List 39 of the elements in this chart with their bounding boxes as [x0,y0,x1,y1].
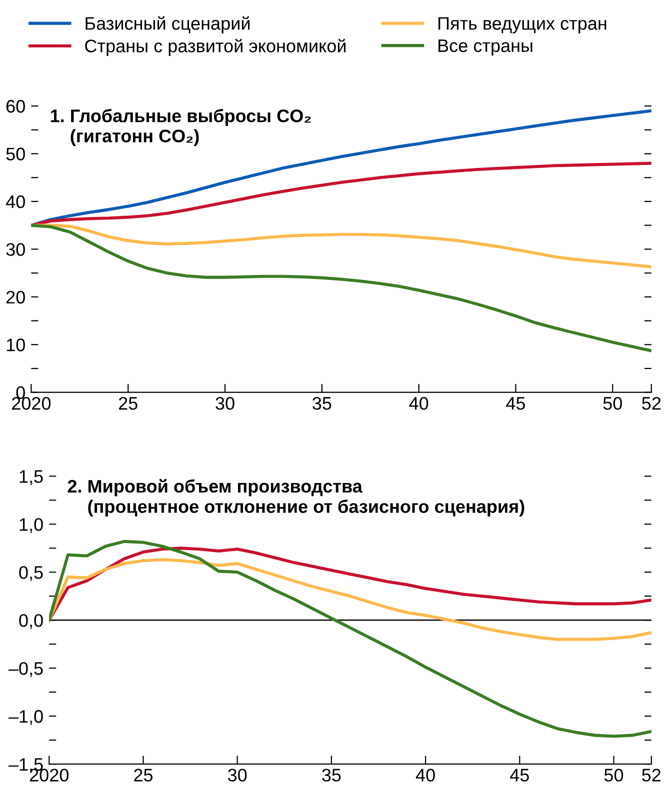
y-tick-label: 0,0 [19,614,43,629]
line-series [31,162,652,227]
y-tick-label: 1,5 [20,470,43,486]
y-tick-label: 10 [6,338,25,352]
line-series [49,558,652,641]
line-series [49,540,652,738]
y-tick-label: 40 [6,195,25,208]
x-tick-label: 25 [134,768,153,782]
x-tick-label: 50 [603,396,622,410]
y-tick-label: 50 [6,148,25,160]
x-tick-label: 40 [409,396,428,410]
x-tick-label: 52 [642,768,661,782]
legend-label: Все страны [438,39,532,56]
legend-label: Пять ведущих стран [438,17,606,34]
y-tick-label: 0 [16,386,25,400]
x-tick-label: 45 [510,768,529,782]
x-tick-label: 35 [312,396,332,410]
legend-label: Страны с развитой экономикой [85,38,346,56]
x-tick-label: 50 [604,768,624,782]
legend-label: Базисный сценарий [86,16,250,34]
x-tick-label: 25 [118,396,138,410]
y-tick-label: 1,0 [20,518,43,534]
y-tick-label: –1,0 [8,710,43,725]
text: 1. Глобальные выбросы CO₂ (гигатонн CO₂) [50,108,311,146]
x-tick-label: 2020 [12,396,51,410]
x-tick-label: 30 [216,396,234,410]
y-tick-label: 30 [6,243,25,256]
x-tick-label: 52 [642,396,661,410]
line-series [49,546,652,622]
y-tick-label: 0,5 [19,566,43,582]
x-tick-label: 30 [228,768,247,782]
x-tick-label: 35 [322,768,341,782]
y-tick-label: 60 [6,100,25,113]
y-tick-label: –0,5 [8,662,43,677]
x-tick-label: 40 [416,768,435,782]
x-tick-label: 45 [506,397,526,410]
text: 2. Мировой объем производства (процентное отклонение от базисного сценария) [68,479,524,517]
y-tick-label: 20 [6,290,25,304]
line-series [31,224,652,352]
